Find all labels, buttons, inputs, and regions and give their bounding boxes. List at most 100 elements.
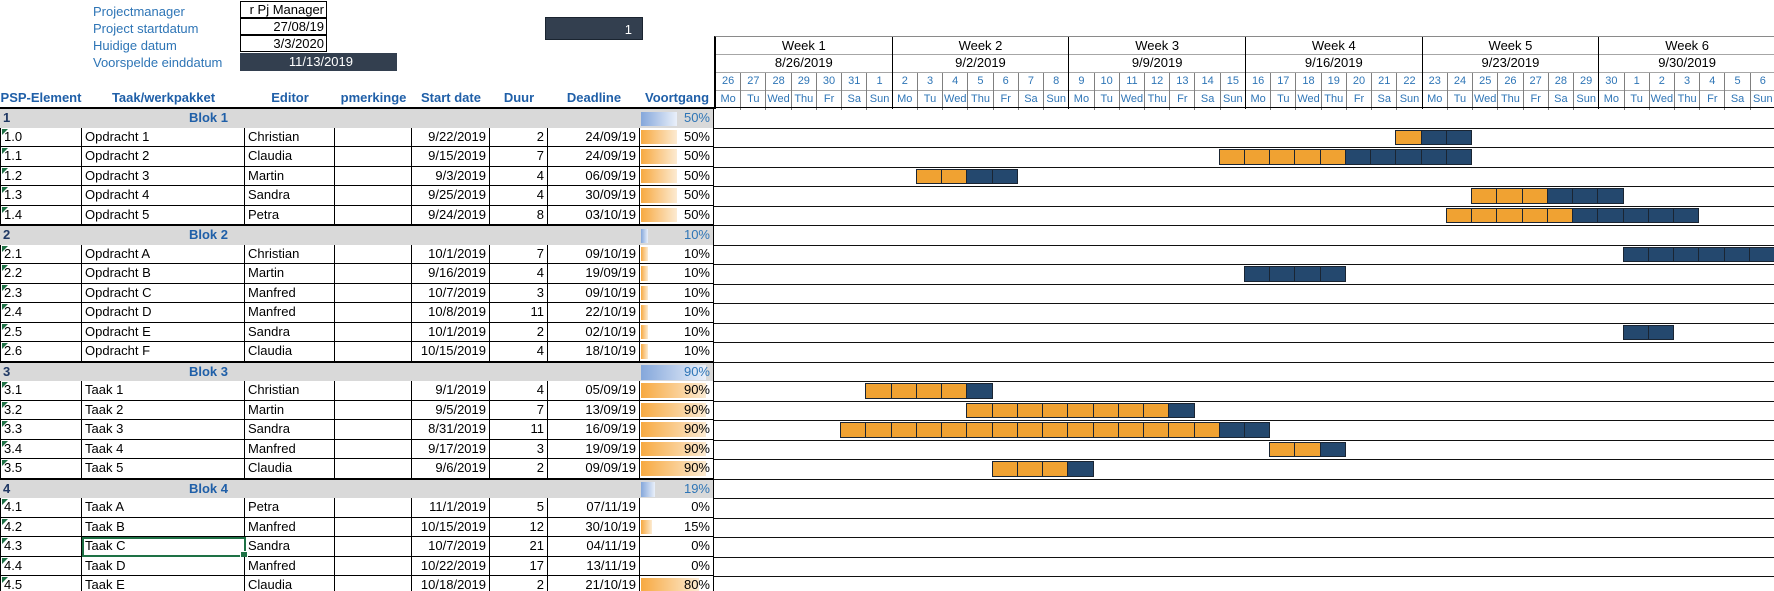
cell-psp[interactable]: 2.6	[0, 342, 82, 362]
cell-deadline[interactable]: 06/09/19	[548, 166, 640, 186]
cell-start_date[interactable]: 9/5/2019	[412, 400, 490, 420]
col-header-deadline[interactable]: Deadline	[566, 90, 622, 105]
cell-duur[interactable]: 7	[490, 147, 548, 167]
cell-taak[interactable]: Opdracht C	[82, 283, 245, 303]
huidige-datum-value-cell[interactable]: 3/3/2020	[240, 35, 327, 52]
cell-editor[interactable]: Petra	[245, 205, 335, 225]
cell-duur[interactable]: 5	[490, 498, 548, 518]
cell-psp[interactable]: 2.1	[0, 244, 82, 264]
cell-editor[interactable]: Claudia	[245, 576, 335, 591]
cell-deadline[interactable]: 16/09/19	[548, 420, 640, 440]
cell-voortgang[interactable]: 90%	[640, 381, 714, 401]
cell-opmerking[interactable]	[335, 264, 412, 284]
cell-voortgang[interactable]: 90%	[640, 459, 714, 479]
cell-deadline[interactable]: 05/09/19	[548, 381, 640, 401]
col-header-voortgang[interactable]: Voortgang	[644, 90, 710, 105]
cell-duur[interactable]: 2	[490, 322, 548, 342]
cell-deadline[interactable]: 22/10/19	[548, 303, 640, 323]
cell-opmerking[interactable]	[335, 127, 412, 147]
cell-duur[interactable]: 7	[490, 244, 548, 264]
cell-taak[interactable]: Opdracht B	[82, 264, 245, 284]
cell-voortgang[interactable]: 90%	[640, 439, 714, 459]
cell-voortgang[interactable]: 0%	[640, 498, 714, 518]
cell-editor[interactable]: Christian	[245, 244, 335, 264]
cell-psp[interactable]: 2.2	[0, 264, 82, 284]
cell-deadline[interactable]: 02/10/19	[548, 322, 640, 342]
cell-start_date[interactable]: 10/15/2019	[412, 517, 490, 537]
cell-voortgang[interactable]: 50%	[640, 166, 714, 186]
cell-opmerking[interactable]	[335, 303, 412, 323]
cell-editor[interactable]: Manfred	[245, 517, 335, 537]
cell-deadline[interactable]: 19/09/19	[548, 439, 640, 459]
cell-duur[interactable]: 2	[490, 127, 548, 147]
cell-deadline[interactable]: 30/10/19	[548, 517, 640, 537]
cell-editor[interactable]: Claudia	[245, 342, 335, 362]
cell-deadline[interactable]: 04/11/19	[548, 537, 640, 557]
cell-opmerking[interactable]	[335, 439, 412, 459]
cell-psp[interactable]: 4.1	[0, 498, 82, 518]
block-row-band[interactable]: 4 Blok 4 19%	[0, 478, 714, 500]
cell-psp[interactable]: 2.5	[0, 322, 82, 342]
cell-duur[interactable]: 11	[490, 420, 548, 440]
cell-taak[interactable]: Opdracht 2	[82, 147, 245, 167]
cell-opmerking[interactable]	[335, 322, 412, 342]
cell-start_date[interactable]: 9/22/2019	[412, 127, 490, 147]
cell-opmerking[interactable]	[335, 517, 412, 537]
cell-duur[interactable]: 8	[490, 205, 548, 225]
cell-taak[interactable]: Taak 1	[82, 381, 245, 401]
cell-psp[interactable]: 1.4	[0, 205, 82, 225]
cell-voortgang[interactable]: 10%	[640, 303, 714, 323]
cell-start_date[interactable]: 9/25/2019	[412, 186, 490, 206]
cell-editor[interactable]: Martin	[245, 166, 335, 186]
block-voortgang-cell[interactable]: 90%	[640, 362, 714, 382]
cell-deadline[interactable]: 30/09/19	[548, 186, 640, 206]
cell-start_date[interactable]: 10/18/2019	[412, 576, 490, 591]
cell-psp[interactable]: 2.3	[0, 283, 82, 303]
cell-start_date[interactable]: 9/24/2019	[412, 205, 490, 225]
cell-deadline[interactable]: 13/09/19	[548, 400, 640, 420]
cell-taak[interactable]: Opdracht F	[82, 342, 245, 362]
cell-start_date[interactable]: 10/8/2019	[412, 303, 490, 323]
cell-taak[interactable]: Taak C	[82, 537, 245, 557]
cell-taak[interactable]: Opdracht 4	[82, 186, 245, 206]
cell-deadline[interactable]: 19/09/19	[548, 264, 640, 284]
cell-opmerking[interactable]	[335, 381, 412, 401]
cell-deadline[interactable]: 03/10/19	[548, 205, 640, 225]
cell-taak[interactable]: Opdracht 1	[82, 127, 245, 147]
cell-start_date[interactable]: 9/3/2019	[412, 166, 490, 186]
cell-editor[interactable]: Manfred	[245, 283, 335, 303]
cell-editor[interactable]: Sandra	[245, 186, 335, 206]
block-row-band[interactable]: 1 Blok 1 50%	[0, 108, 714, 130]
cell-deadline[interactable]: 13/11/19	[548, 556, 640, 576]
cell-psp[interactable]: 4.5	[0, 576, 82, 591]
cell-duur[interactable]: 12	[490, 517, 548, 537]
col-header-taak-werkpakket[interactable]: Taak/werkpakket	[111, 90, 216, 105]
status-indicator-cell[interactable]: 1	[545, 17, 643, 40]
cell-opmerking[interactable]	[335, 342, 412, 362]
cell-duur[interactable]: 4	[490, 381, 548, 401]
cell-voortgang[interactable]: 50%	[640, 147, 714, 167]
cell-editor[interactable]: Christian	[245, 381, 335, 401]
cell-editor[interactable]: Christian	[245, 127, 335, 147]
col-header-start-date[interactable]: Start date	[421, 90, 481, 105]
cell-start_date[interactable]: 8/31/2019	[412, 420, 490, 440]
cell-opmerking[interactable]	[335, 283, 412, 303]
cell-opmerking[interactable]	[335, 400, 412, 420]
cell-psp[interactable]: 3.4	[0, 439, 82, 459]
cell-editor[interactable]: Claudia	[245, 459, 335, 479]
cell-voortgang[interactable]: 10%	[640, 283, 714, 303]
cell-start_date[interactable]: 9/16/2019	[412, 264, 490, 284]
cell-editor[interactable]: Manfred	[245, 556, 335, 576]
cell-opmerking[interactable]	[335, 498, 412, 518]
cell-taak[interactable]: Taak 4	[82, 439, 245, 459]
cell-deadline[interactable]: 21/10/19	[548, 576, 640, 591]
cell-opmerking[interactable]	[335, 459, 412, 479]
cell-deadline[interactable]: 24/09/19	[548, 147, 640, 167]
cell-start_date[interactable]: 10/15/2019	[412, 342, 490, 362]
cell-duur[interactable]: 3	[490, 283, 548, 303]
cell-voortgang[interactable]: 10%	[640, 264, 714, 284]
cell-voortgang[interactable]: 80%	[640, 576, 714, 591]
cell-editor[interactable]: Claudia	[245, 147, 335, 167]
cell-psp[interactable]: 4.3	[0, 537, 82, 557]
cell-start_date[interactable]: 10/7/2019	[412, 537, 490, 557]
